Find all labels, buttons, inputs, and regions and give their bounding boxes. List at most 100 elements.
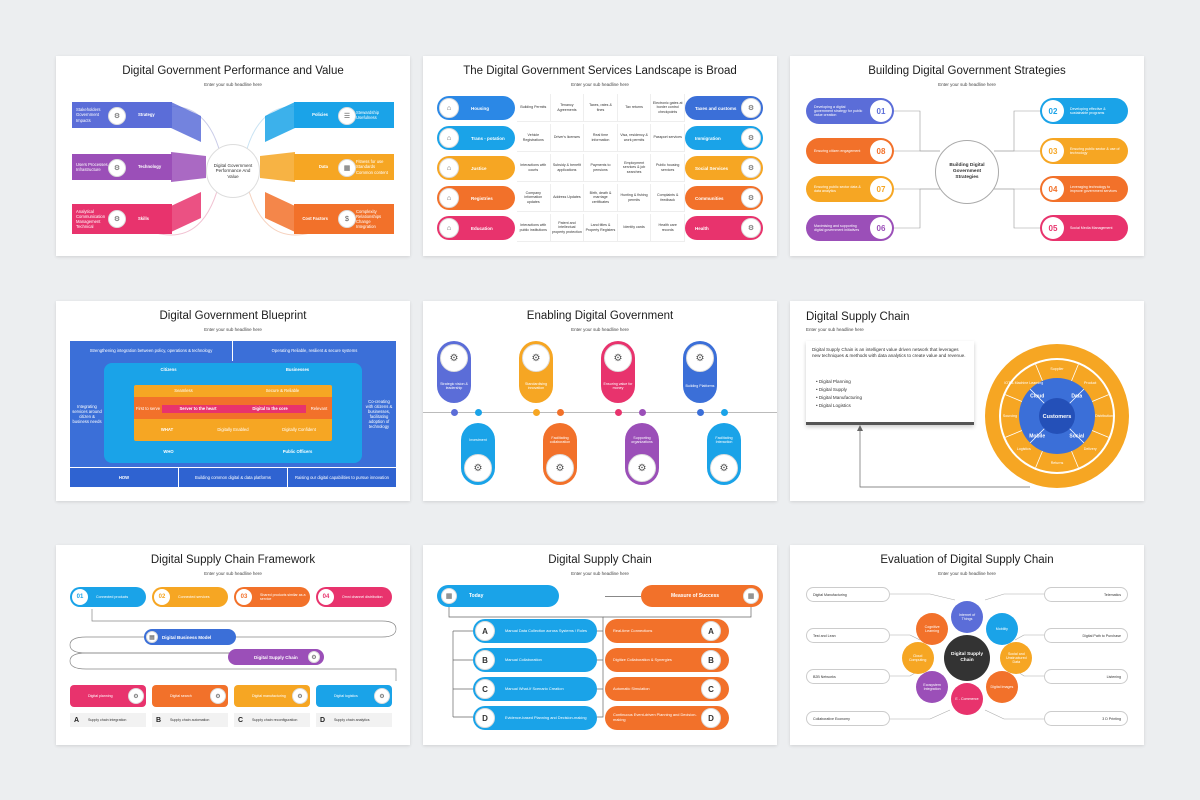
category-label: Immigration: [695, 135, 721, 141]
today-text: Manual What-If Scenario Creation: [505, 685, 564, 691]
success-header: Measure of Success: [641, 585, 763, 607]
category-icon: ⚙: [741, 98, 761, 118]
framework-bottom-item: Digital logistics: [316, 685, 392, 707]
outer-segment-label: Product: [1084, 381, 1096, 385]
strategy-number: 02: [1042, 100, 1064, 122]
item-desc: Complexity Relationships Change Integrat…: [356, 208, 382, 230]
slide-title: Enabling Digital Government: [526, 310, 674, 322]
who-label: WHO: [163, 449, 174, 455]
category-icon: ⌂: [439, 128, 459, 148]
relevant-label: Relevant: [310, 406, 328, 412]
model-icon: ▦: [146, 631, 158, 643]
slide-blueprint[interactable]: Digital Government Blueprint Enter your …: [56, 301, 410, 501]
right-evaluation-label: Listening: [1044, 669, 1128, 684]
evaluation-bubble: Ecosystem Integration: [916, 671, 949, 704]
intro-card: Digital Supply Chain is an intelligent v…: [806, 341, 974, 425]
slide-subtitle: Enter your sub headline here: [204, 82, 262, 87]
header-connector: [605, 596, 641, 597]
strategy-text: Ensuring public sector & use of technolo…: [1070, 146, 1120, 155]
slide-supply-chain-compare[interactable]: Digital Supply Chain Enter your sub head…: [423, 545, 777, 745]
framework-number: 03: [236, 589, 252, 605]
strategy-text: Maximising and supporting digital govern…: [814, 223, 860, 232]
row-letter: D: [701, 708, 721, 728]
item-desc: Stewardship Usefulness: [356, 109, 380, 120]
timeline-text: Supporting organizations: [631, 435, 653, 444]
framework-letter-row: C Supply chain reconfiguration: [234, 713, 310, 727]
timeline-dot: [533, 409, 540, 416]
bullet-text: Digital Planning: [818, 379, 851, 384]
row-letter: B: [475, 650, 495, 670]
row-letter: A: [475, 621, 495, 641]
slide-title: Digital Supply Chain: [806, 311, 910, 323]
supply-chain-bar: Digital Supply Chain: [228, 649, 324, 665]
category-label: Taxes and customs: [695, 105, 737, 111]
slide-title: Digital Supply Chain Framework: [150, 554, 316, 566]
service-cell: Vehicle Registrations: [517, 124, 551, 152]
framework-bottom-item: Digital planning: [70, 685, 146, 707]
slide-title: Digital Government Performance and Value: [122, 65, 344, 77]
framework-top-item: Connected products: [70, 587, 146, 607]
framework-bottom-text: Digital manufacturing: [252, 694, 286, 698]
slide-performance-value[interactable]: Digital Government Performance and Value…: [56, 56, 410, 256]
service-cell: Interactions with courts: [517, 154, 551, 182]
framework-letter: D: [320, 716, 326, 724]
slide-framework[interactable]: Digital Supply Chain Framework Enter you…: [56, 545, 410, 745]
center-label: Building Digital Government Strategies: [949, 163, 985, 180]
what-label: WHAT: [160, 427, 174, 433]
slide-subtitle: Enter your sub headline here: [204, 327, 262, 332]
timeline-icon: ⚙: [464, 454, 492, 482]
outer-segment-label: Sourcing: [1003, 414, 1017, 418]
row-letter: C: [701, 679, 721, 699]
evaluation-bubble: Cognitive Learning: [916, 612, 949, 645]
framework-icon: ⚙: [128, 688, 144, 704]
slide-services-landscape[interactable]: The Digital Government Services Landscap…: [423, 56, 777, 256]
bullet-item: • Digital Supply: [816, 387, 847, 392]
category-label: Housing: [471, 105, 489, 111]
policies-icon: ☰: [338, 107, 356, 125]
service-cell: Birth, death & marriage certificates: [584, 184, 618, 212]
slide-building-strategies[interactable]: Building Digital Government Strategies E…: [790, 56, 1144, 256]
left-item-technology: Users Processes Infrastructure Technology: [72, 154, 172, 180]
service-cell: Public housing services: [651, 154, 685, 182]
timeline-icon: ⚙: [686, 344, 714, 372]
secure-label: Secure & Reliable: [265, 388, 300, 394]
framework-top-text: Connected products: [96, 595, 129, 599]
bubble-label: E - Commerce: [955, 697, 979, 702]
outer-segment-label: Supplier: [1050, 367, 1064, 371]
slide-title: Digital Government Blueprint: [159, 310, 307, 322]
service-cell: Complaints & feedback: [651, 184, 685, 212]
slide-subtitle: Enter your sub headline here: [571, 82, 629, 87]
left-side-text: Integrating services around citizen & bu…: [72, 403, 102, 425]
timeline-text: Building Platforms: [685, 383, 715, 388]
slide-enabling[interactable]: Enabling Digital Government Enter your s…: [423, 301, 777, 501]
today-label: Today: [469, 593, 484, 599]
item-desc: Analytical Communication Management Tech…: [76, 208, 106, 230]
item-label: Technology: [138, 164, 162, 170]
framework-bottom-text: Digital search: [170, 694, 192, 698]
bubble-label: Cognitive Learning: [924, 624, 940, 633]
top-right-text: Operating Reliable, resilient & secure s…: [271, 348, 358, 354]
bubble-label: Cloud Computing: [908, 653, 927, 662]
right-evaluation-label: 3 D Printing: [1044, 711, 1128, 726]
strategy-text: Leveraging technology to improve governm…: [1070, 184, 1117, 193]
timeline-text: Ensuring value for money: [603, 381, 633, 390]
strategy-number: 07: [870, 178, 892, 200]
top-left-text: Strengthening integration between policy…: [70, 341, 233, 361]
row-letter: C: [475, 679, 495, 699]
strategy-text: Developing effective & sustainable progr…: [1070, 106, 1106, 115]
success-text: Continuous Event-driven Planning and Dec…: [613, 712, 697, 722]
item-label: Cost Factors: [302, 216, 328, 222]
row-letter: D: [475, 708, 495, 728]
today-header: Today: [437, 585, 559, 607]
slide-supply-chain-wheel[interactable]: Digital Supply Chain Enter your sub head…: [790, 301, 1144, 501]
citizens-label: Citizens: [160, 367, 177, 373]
slide-title: Building Digital Government Strategies: [868, 65, 1066, 77]
timeline-icon: ⚙: [440, 344, 468, 372]
service-cell: Interactions with public institutions: [517, 214, 551, 242]
slide-evaluation[interactable]: Evaluation of Digital Supply Chain Enter…: [790, 545, 1144, 745]
framework-icon: ⚙: [210, 688, 226, 704]
inner-segment-label: Social: [1069, 433, 1084, 439]
timeline-dot: [475, 409, 482, 416]
timeline-icon: ⚙: [710, 454, 738, 482]
framework-bottom-text: Digital logistics: [334, 694, 358, 698]
